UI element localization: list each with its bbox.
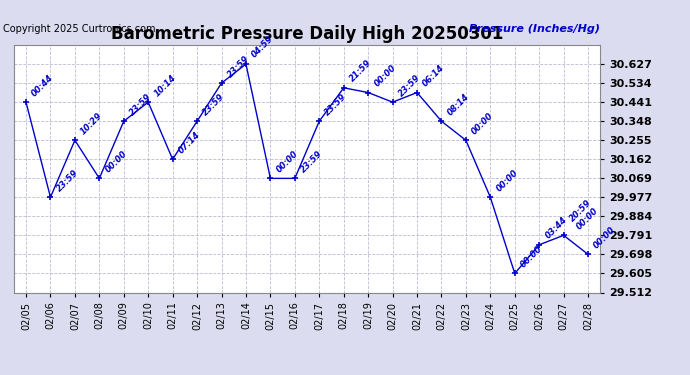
Text: 08:14: 08:14 — [446, 92, 471, 117]
Text: 06:14: 06:14 — [421, 63, 446, 88]
Text: 00:00: 00:00 — [373, 63, 397, 88]
Text: 23:59: 23:59 — [128, 92, 153, 117]
Text: 00:00: 00:00 — [470, 111, 495, 136]
Text: 00:00: 00:00 — [592, 225, 618, 250]
Text: 23:59: 23:59 — [324, 92, 349, 117]
Text: 10:14: 10:14 — [152, 73, 178, 98]
Text: 03:44: 03:44 — [543, 215, 569, 241]
Text: 23:59: 23:59 — [55, 168, 80, 193]
Text: 10:29: 10:29 — [79, 111, 104, 136]
Text: 21:59: 21:59 — [348, 58, 373, 84]
Text: 00:44: 00:44 — [30, 73, 56, 98]
Text: 23:59: 23:59 — [397, 73, 422, 98]
Text: 23:59: 23:59 — [201, 92, 226, 117]
Text: 23:59: 23:59 — [299, 149, 324, 174]
Text: 04:59: 04:59 — [250, 34, 275, 60]
Text: Pressure (Inches/Hg): Pressure (Inches/Hg) — [469, 24, 600, 34]
Text: 00:00: 00:00 — [519, 244, 544, 269]
Text: 23:59: 23:59 — [226, 54, 251, 79]
Title: Barometric Pressure Daily High 20250301: Barometric Pressure Daily High 20250301 — [111, 26, 503, 44]
Text: 00:00: 00:00 — [495, 168, 520, 193]
Text: 00:00: 00:00 — [104, 149, 129, 174]
Text: 00:00: 00:00 — [275, 149, 300, 174]
Text: Copyright 2025 Curtronics.com: Copyright 2025 Curtronics.com — [3, 24, 156, 34]
Text: 07:14: 07:14 — [177, 130, 202, 155]
Text: 20:59
00:00: 20:59 00:00 — [568, 198, 600, 231]
